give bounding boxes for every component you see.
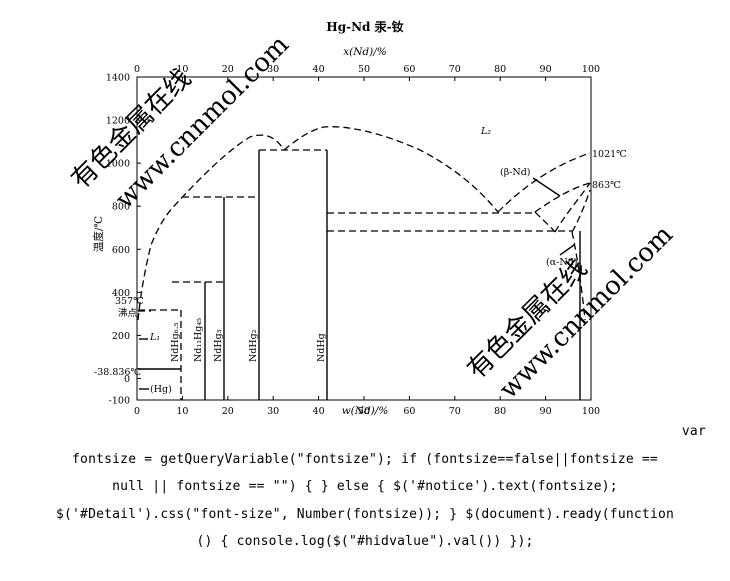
bottom-tick-label: 50: [358, 406, 370, 417]
top-tick-label: 0: [134, 64, 140, 75]
top-axis-ticks: 0 10 20 30 40 50 60 70 80 90 100: [134, 64, 600, 81]
top-tick-label: 90: [540, 64, 552, 75]
script-line-1: fontsize = getQueryVariable("fontsize");…: [72, 451, 658, 467]
bottom-axis-ticks: 0 10 20 30 40 50 60 70 80 90 100: [134, 396, 600, 417]
left-tick-label: 1200: [106, 116, 130, 127]
label-863: 863℃: [592, 180, 621, 191]
left-tick-label: 800: [112, 202, 130, 213]
label-l2: L₂: [480, 126, 491, 137]
bottom-tick-label: 90: [540, 406, 552, 417]
top-axis-label: x(Nd)/%: [343, 46, 387, 58]
top-tick-label: 100: [582, 64, 600, 75]
bottom-tick-label: 80: [494, 406, 506, 417]
script-line-2: null || fontsize == "") { } else { $('#n…: [112, 479, 618, 494]
label-boiling-temp: 357℃: [115, 296, 144, 307]
bottom-tick-label: 30: [267, 406, 279, 417]
label-alpha-nd: (α-Nd): [546, 257, 577, 268]
top-tick-label: 70: [449, 64, 461, 75]
script-line-4: () { console.log($("#hidvalue").val()) }…: [196, 534, 534, 549]
leader-beta: [532, 177, 561, 197]
top-tick-label: 60: [403, 64, 415, 75]
label-hg-melt: -38.836℃: [94, 367, 141, 378]
left-axis-ticks: 1400 1200 1000 800 600 400 200 0 -100: [106, 73, 141, 407]
beta-right-curve: [571, 189, 591, 233]
bottom-axis-label: w(Nd)/%: [342, 405, 389, 417]
bottom-tick-label: 40: [313, 406, 325, 417]
label-ndhg3: NdHg₃: [213, 329, 224, 362]
liquidus-middle: [283, 126, 499, 213]
liquidus-right: [497, 152, 591, 213]
label-hg-solid: (Hg): [150, 384, 172, 395]
alpha-beta-boundary: [554, 182, 591, 233]
left-tick-label: 200: [112, 331, 130, 342]
left-tick-label: 600: [112, 245, 130, 256]
label-nd11hg45: Nd₁₁Hg₄₅: [193, 318, 204, 362]
leader-alpha: [559, 244, 575, 256]
left-tick-label: 0: [124, 374, 130, 385]
label-ndhg65: NdHg₆.₅: [170, 322, 181, 362]
page-script-text: var fontsize = getQueryVariable("fontsiz…: [8, 418, 722, 556]
top-tick-label: 50: [358, 64, 370, 75]
left-tick-label: -100: [109, 396, 130, 407]
watermark: 有色金属在线 www.cnnmol.com 有色金属在线 www.cnnmol.…: [66, 30, 679, 405]
left-tick-label: 400: [112, 288, 130, 299]
script-line-3: $('#Detail').css("font-size", Number(fon…: [55, 506, 675, 522]
top-tick-label: 30: [267, 64, 279, 75]
label-boiling-point: 沸点: [118, 307, 138, 319]
liquidus-left: [137, 134, 285, 321]
top-tick-label: 40: [313, 64, 325, 75]
alpha-solvus: [571, 231, 586, 321]
beta-nd-boundary: [534, 182, 591, 213]
bottom-tick-label: 70: [449, 406, 461, 417]
beta-lower-boundary: [534, 211, 556, 233]
bottom-tick-label: 60: [403, 406, 415, 417]
left-tick-label: 1400: [106, 73, 130, 84]
bottom-tick-label: 10: [176, 406, 188, 417]
phase-diagram: 有色金属在线 www.cnnmol.com 有色金属在线 www.cnnmol.…: [66, 19, 679, 417]
script-line-0: var: [681, 424, 706, 439]
label-beta-nd: (β-Nd): [500, 167, 531, 178]
top-tick-label: 10: [176, 64, 188, 75]
top-tick-label: 80: [494, 64, 506, 75]
top-tick-label: 20: [222, 64, 234, 75]
bottom-tick-label: 0: [134, 406, 140, 417]
diagram-title: Hg-Nd 汞-钕: [326, 19, 403, 34]
left-axis-label: 温度/℃: [92, 216, 105, 253]
label-1021: 1021℃: [592, 149, 627, 160]
label-l1: L₁: [149, 332, 160, 343]
bottom-tick-label: 20: [222, 406, 234, 417]
bottom-tick-label: 100: [582, 406, 600, 417]
label-ndhg: NdHg: [316, 333, 327, 362]
left-tick-label: 1000: [106, 159, 130, 170]
label-ndhg2: NdHg₂: [248, 329, 259, 362]
